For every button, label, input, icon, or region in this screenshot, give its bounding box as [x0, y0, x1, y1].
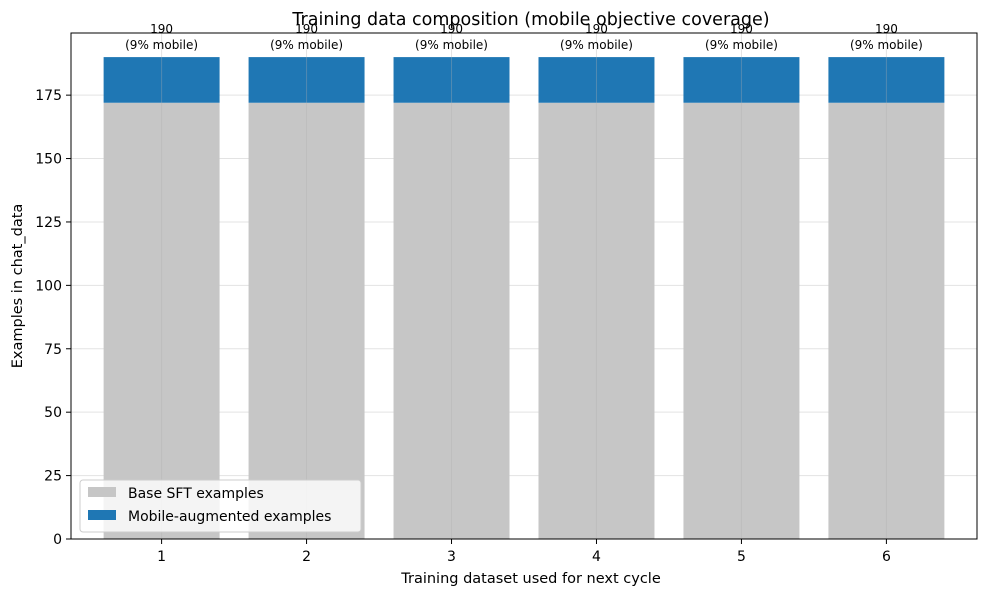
bar-mobile-share-label: (9% mobile): [560, 38, 633, 52]
x-tick-label: 4: [592, 549, 601, 565]
y-axis: 0 25 50 75 100 125 150 175: [35, 88, 71, 548]
bar-mobile-segment: [683, 57, 800, 103]
chart-title: Training data composition (mobile object…: [291, 10, 769, 30]
legend-label-base: Base SFT examples: [128, 486, 264, 502]
bar-base-segment: [393, 102, 510, 539]
x-tick-label: 1: [157, 549, 166, 565]
y-tick-label: 175: [35, 88, 62, 104]
bar-mobile-segment: [393, 57, 510, 103]
vertical-grid-lines: [161, 33, 887, 539]
bar-mobile-share-label: (9% mobile): [705, 38, 778, 52]
y-tick-label: 75: [44, 342, 62, 358]
bar-mobile-share-label: (9% mobile): [850, 38, 923, 52]
legend-swatch-mobile: [88, 510, 116, 520]
bar-mobile-segment: [538, 57, 655, 103]
bar-mobile-segment: [828, 57, 945, 103]
x-tick-label: 5: [737, 549, 746, 565]
bar-base-segment: [828, 102, 945, 539]
bar-mobile-share-label: (9% mobile): [415, 38, 488, 52]
bar-mobile-share-label: (9% mobile): [125, 38, 198, 52]
legend-box: [79, 479, 362, 533]
bar-mobile-segment: [248, 57, 365, 103]
bar-base-segment: [683, 102, 800, 539]
bar-base-segment: [103, 102, 220, 539]
bar-base-segment: [538, 102, 655, 539]
x-tick-label: 3: [447, 549, 456, 565]
legend-label-mobile: Mobile-augmented examples: [128, 509, 331, 525]
bars: [103, 57, 945, 539]
x-axis-label: Training dataset used for next cycle: [400, 571, 661, 587]
x-axis: 1 2 3 4 5 6: [157, 539, 891, 565]
y-axis-label: Examples in chat_data: [10, 204, 26, 369]
bar-mobile-segment: [103, 57, 220, 103]
grid-lines: [71, 94, 977, 540]
y-tick-label: 150: [35, 152, 62, 168]
x-tick-label: 2: [302, 549, 311, 565]
y-tick-label: 25: [44, 469, 62, 485]
y-tick-label: 125: [35, 215, 62, 231]
y-tick-label: 50: [44, 405, 62, 421]
y-tick-label: 0: [53, 532, 62, 548]
bar-mobile-share-label: (9% mobile): [270, 38, 343, 52]
bar-total-label: 190: [875, 22, 898, 36]
bar-base-segment: [248, 102, 365, 539]
legend: Base SFT examples Mobile-augmented examp…: [79, 479, 362, 533]
y-tick-label: 100: [35, 278, 62, 294]
bar-total-label: 190: [150, 22, 173, 36]
legend-swatch-base: [88, 487, 116, 497]
plot-frame: [70, 32, 978, 540]
x-tick-label: 6: [882, 549, 891, 565]
